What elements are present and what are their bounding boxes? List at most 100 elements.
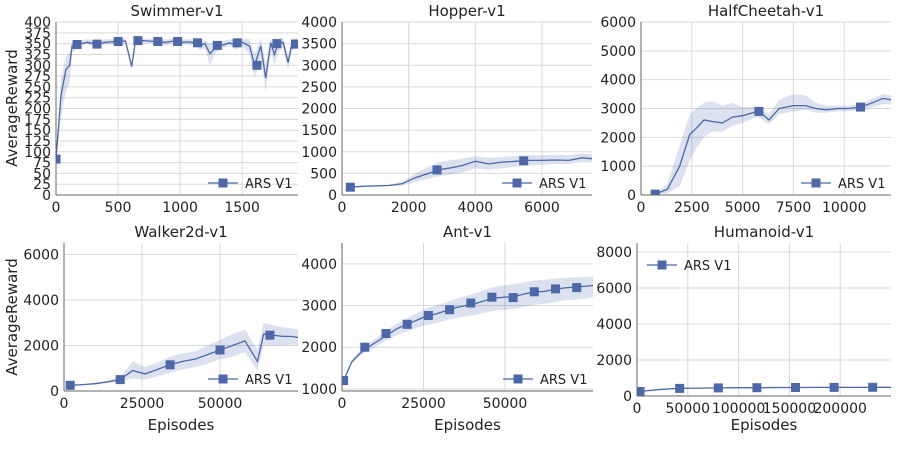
x-tick-label: 4000 — [458, 200, 494, 216]
y-tick-label: 6000 — [600, 15, 636, 31]
series-line — [350, 157, 592, 188]
data-marker — [212, 40, 222, 50]
data-marker — [529, 287, 539, 297]
y-tick-label: 350 — [24, 37, 51, 53]
data-marker — [508, 293, 518, 303]
data-marker — [291, 39, 298, 49]
y-tick-label: 3000 — [301, 299, 337, 315]
panel-title: Ant-v1 — [443, 223, 492, 241]
confidence-band — [56, 38, 298, 160]
data-marker — [402, 319, 412, 329]
x-tick-label: 0 — [338, 200, 347, 216]
plot-area — [637, 243, 891, 396]
y-tick-label: 2000 — [596, 353, 632, 369]
y-tick-label: 1000 — [301, 382, 337, 398]
panel-title: Swimmer-v1 — [130, 2, 223, 20]
y-tick-label: 1000 — [301, 145, 337, 161]
legend: ARS V1 — [208, 373, 292, 388]
y-tick-label: 150 — [24, 123, 51, 139]
x-tick-label: 7500 — [776, 200, 812, 216]
data-marker — [650, 189, 660, 195]
data-marker — [56, 154, 61, 164]
data-marker — [791, 383, 800, 392]
legend: ARS V1 — [502, 177, 586, 192]
data-marker — [342, 376, 349, 386]
data-marker — [829, 382, 839, 392]
panel-title: Hopper-v1 — [428, 2, 505, 20]
data-marker — [754, 106, 764, 116]
y-tick-label: 75 — [33, 156, 51, 172]
x-tick-label: 6000 — [524, 200, 560, 216]
x-tick-label: 0 — [637, 200, 646, 216]
y-tick-label: 4000 — [23, 293, 59, 309]
panel-3: 0 25000 50000 0 2000 4000 6000 Walker2d-v1 Avera… — [3, 223, 298, 434]
x-tick-label: 150000 — [763, 401, 816, 417]
y-tick-label: 300 — [24, 58, 51, 74]
panel-0: 0 500 1000 1500 0255075100125150175200225250… — [3, 2, 298, 216]
y-tick-label: 250 — [24, 80, 51, 96]
data-marker — [65, 380, 75, 390]
data-marker — [252, 60, 262, 70]
y-tick-label: 275 — [24, 69, 51, 85]
x-axis-label: Episodes — [434, 416, 501, 434]
y-tick-label: 3000 — [600, 102, 636, 118]
data-marker — [423, 311, 433, 320]
data-marker — [92, 39, 102, 49]
y-tick-label: 100 — [24, 145, 51, 161]
data-marker — [466, 298, 476, 308]
y-tick-label: 6000 — [23, 247, 59, 263]
series-line — [343, 284, 593, 381]
data-marker — [752, 383, 762, 393]
series-group — [65, 322, 298, 390]
panels-layer: 0 500 1000 15000255075100125150175200225250… — [3, 2, 891, 434]
legend-label: ARS V1 — [684, 259, 731, 274]
series-group — [56, 36, 298, 164]
y-tick-label: 125 — [24, 134, 51, 150]
panel-4: 0 25000 50000 1000 2000 3000 4000 Ant-v1 Episode… — [301, 223, 593, 434]
series-line — [654, 97, 891, 195]
y-tick-label: 3000 — [301, 58, 337, 74]
legend: ARS V1 — [503, 373, 587, 388]
x-tick-label: 50000 — [198, 396, 243, 412]
legend-marker — [218, 178, 228, 188]
legend-label: ARS V1 — [540, 373, 587, 388]
x-tick-label: 100000 — [712, 401, 765, 417]
y-tick-label: 325 — [24, 47, 51, 63]
legend-label: ARS V1 — [838, 177, 885, 192]
legend: ARS V1 — [801, 177, 885, 192]
data-marker — [551, 284, 560, 294]
data-marker — [72, 40, 82, 49]
data-marker — [173, 37, 183, 46]
legend-marker — [218, 374, 228, 384]
x-tick-label: 5000 — [725, 200, 761, 216]
legend-marker — [513, 374, 523, 384]
x-tick-label: 2500 — [674, 200, 710, 216]
data-marker — [432, 165, 442, 175]
x-tick-label: 25000 — [120, 396, 165, 412]
data-marker — [193, 38, 202, 48]
y-tick-label: 500 — [310, 166, 337, 182]
y-tick-label: 400 — [24, 15, 51, 31]
series-line — [56, 39, 298, 160]
y-tick-label: 0 — [42, 188, 51, 204]
data-marker — [487, 292, 497, 302]
legend-marker — [512, 178, 522, 188]
y-tick-label: 200 — [24, 102, 51, 118]
y-tick-label: 4000 — [301, 257, 337, 273]
panel-1: 0 2000 4000 6000 0 500 1000 1500 2000 2500 3000 350… — [301, 2, 592, 216]
y-tick-label: 25 — [33, 177, 51, 193]
legend-label: ARS V1 — [245, 373, 292, 388]
y-tick-label: 2000 — [600, 130, 636, 146]
data-marker — [637, 387, 645, 396]
legend: ARS V1 — [208, 177, 292, 192]
y-tick-label: 8000 — [596, 245, 632, 261]
y-tick-label: 225 — [24, 91, 51, 107]
confidence-band — [70, 322, 298, 386]
panel-title: HalfCheetah-v1 — [708, 2, 824, 20]
panel-title: Walker2d-v1 — [134, 223, 227, 241]
series-group — [345, 153, 592, 192]
x-tick-label: 0 — [60, 396, 69, 412]
data-marker — [360, 342, 370, 352]
